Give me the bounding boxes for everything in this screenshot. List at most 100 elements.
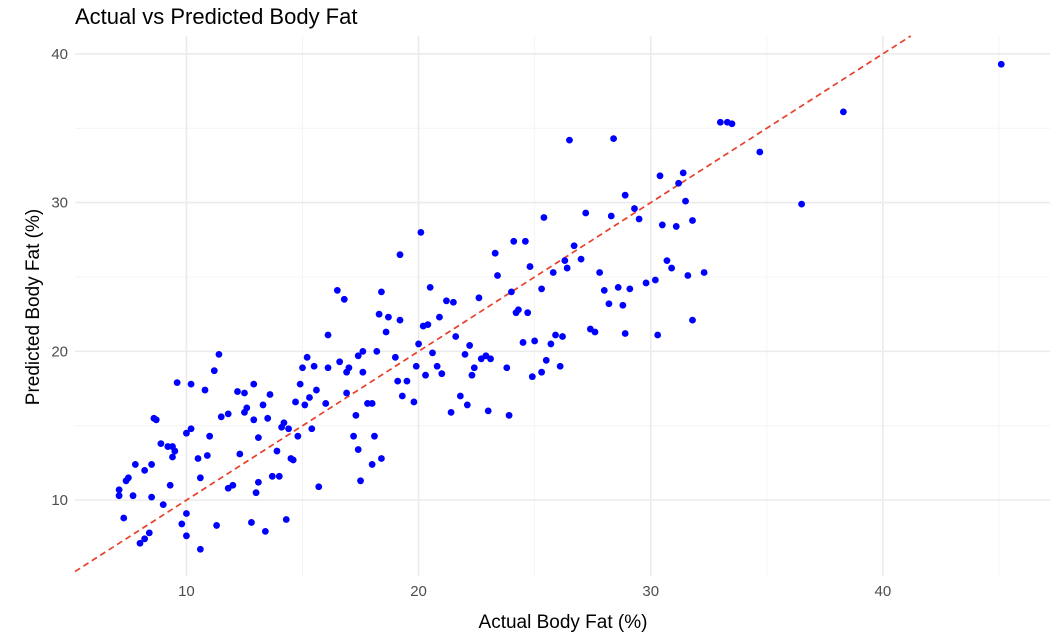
data-point [273,447,281,455]
data-point [839,108,847,116]
y-tick-label: 20 [51,343,68,360]
data-point [396,316,404,324]
data-point [561,257,569,265]
grid-lines [75,36,1050,576]
data-point [682,197,689,205]
data-point [514,306,522,314]
data-point [391,353,399,361]
data-point [141,466,149,474]
data-point [600,286,608,294]
data-point [206,432,214,440]
data-point [194,455,202,462]
data-point [663,257,671,265]
identity-reference-line [74,35,912,573]
data-point [275,472,283,480]
data-point [538,368,546,376]
data-point [526,263,534,270]
data-point [684,272,692,279]
data-point [417,228,425,236]
data-point [148,493,156,501]
data-point [115,492,123,500]
data-point [210,367,218,375]
data-point [433,362,441,370]
data-point [313,386,320,394]
data-point [217,413,225,421]
data-point [357,477,364,485]
data-point [429,349,436,357]
data-point [403,377,411,385]
data-point [396,251,404,259]
x-axis-title: Actual Body Fat (%) [479,612,648,633]
data-point [658,221,666,229]
data-point [508,288,515,296]
data-point [333,286,341,294]
data-point [183,429,190,437]
data-point [559,333,566,340]
data-point [280,419,288,427]
data-point [487,355,494,363]
data-point [651,276,659,284]
data-point [152,416,160,424]
data-point [619,301,627,309]
data-point [456,392,464,400]
data-point [250,380,258,388]
data-point [468,371,476,379]
data-point [266,391,274,398]
data-point [264,414,272,422]
data-point [236,450,244,458]
data-point [654,331,662,339]
data-point [635,215,643,223]
data-point [229,481,237,489]
data-point [282,516,290,523]
data-point [547,340,555,348]
data-point [672,223,680,230]
data-point [322,400,330,407]
data-point [728,120,736,128]
data-point [301,401,309,409]
data-point [689,217,696,224]
data-point [415,340,422,348]
data-point [475,294,483,302]
data-point [254,478,262,486]
data-point [336,358,344,366]
data-point [294,432,302,440]
data-point [436,313,443,321]
y-tick-label: 30 [51,195,68,212]
data-point [359,347,367,355]
data-point [491,249,499,257]
data-point [461,350,469,358]
data-point [261,527,269,535]
data-point [187,425,195,433]
data-point [183,532,190,540]
data-point [243,404,251,412]
data-point [426,284,434,291]
data-point [503,364,511,372]
data-point [324,331,332,339]
data-point [716,118,724,126]
data-point [201,386,209,394]
data-point [447,408,455,416]
y-tick-label: 10 [51,492,68,509]
data-point [528,373,536,381]
x-tick-label: 40 [875,583,892,600]
data-point [591,328,599,336]
data-point [538,285,546,293]
data-point [187,380,195,388]
data-point [449,298,457,306]
data-point [371,432,378,440]
data-point [196,545,204,553]
data-point [605,300,613,308]
data-point [115,486,123,494]
data-point [145,529,153,537]
data-point [626,285,634,293]
data-point [120,514,128,522]
data-point [250,416,258,424]
data-point [466,342,474,349]
data-point [631,205,638,212]
data-point [621,191,629,199]
data-point [510,237,518,245]
data-point [412,362,420,370]
data-point [345,364,353,372]
data-point [285,425,292,433]
data-point [394,377,402,385]
